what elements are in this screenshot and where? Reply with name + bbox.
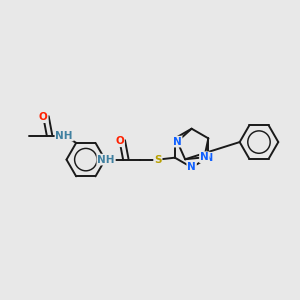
Text: NH: NH (56, 130, 73, 140)
Text: NH: NH (98, 154, 115, 165)
Text: S: S (154, 154, 162, 165)
Text: O: O (39, 112, 48, 122)
Text: O: O (115, 136, 124, 146)
Text: N: N (187, 162, 196, 172)
Text: N: N (204, 153, 212, 163)
Text: N: N (200, 152, 209, 162)
Text: N: N (173, 136, 182, 147)
